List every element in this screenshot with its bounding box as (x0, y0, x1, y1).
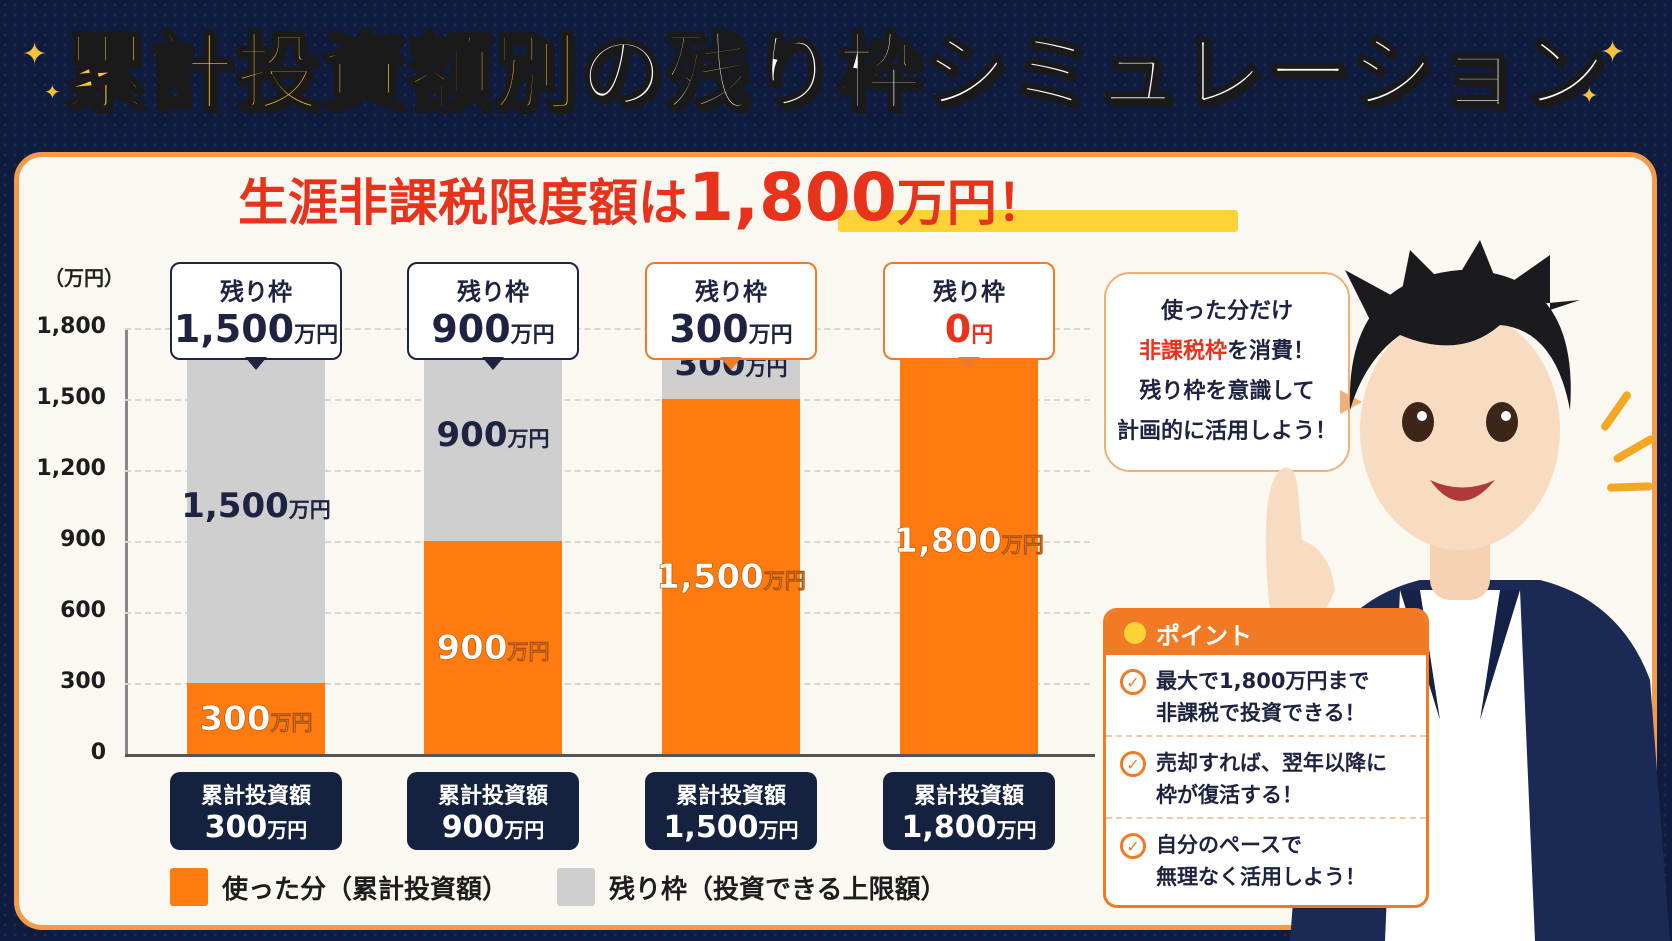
legend-label-used: 使った分（累計投資額） (222, 874, 509, 905)
gridline (125, 612, 1090, 614)
point-item: ✓ 売却すれば、翌年以降に 枠が復活する！ (1106, 737, 1426, 819)
check-icon: ✓ (1120, 751, 1146, 777)
bar-label-remaining: 1,500万円 (181, 485, 331, 526)
remaining-callout: 残り枠 900万円 (407, 262, 579, 360)
sparkle-icon: ✦ (1600, 35, 1626, 70)
speech-line-1: 使った分だけ (1160, 299, 1293, 324)
remaining-callout: 残り枠 0円 (883, 262, 1055, 360)
headline-highlight (838, 210, 1238, 232)
points-header-label: ポイント (1156, 621, 1252, 650)
remaining-callout: 残り枠 1,500万円 (170, 262, 342, 360)
burst-line (1606, 482, 1654, 492)
y-tick-label: 600 (60, 598, 106, 623)
headline: 生涯非課税限度額は1,800万円！ (238, 158, 1047, 238)
page-title: 累計投資額別の残り枠シミュレーション (0, 18, 1672, 128)
callout-value: 300万円 (669, 307, 793, 351)
sparkle-icon: ✦ (44, 80, 61, 104)
point-line-1: 最大で1,800万円まで (1156, 669, 1370, 693)
speech-line-2: 非課税枠を消費！ (1106, 332, 1348, 372)
points-header: ポイント (1106, 611, 1426, 655)
x-category-label: 累計投資額 1,500万円 (645, 772, 817, 850)
callout-tail (245, 357, 267, 370)
legend-item-used: 使った分（累計投資額） (170, 868, 508, 906)
category-value: 1,500万円 (663, 810, 799, 845)
headline-amount: 1,800 (688, 159, 897, 236)
point-line-2: 無理なく活用しよう！ (1156, 865, 1366, 889)
category-title: 累計投資額 (675, 784, 786, 809)
headline-suffix: 万円！ (896, 174, 1047, 232)
speech-line-2-rest: を消費！ (1227, 339, 1316, 364)
gridline (125, 470, 1090, 472)
title-accent: 累計投資額別 (62, 23, 580, 124)
bar-label-used: 900万円 (436, 627, 550, 668)
sparkle-icon: ✦ (1580, 84, 1599, 109)
legend-swatch-remaining (557, 868, 595, 906)
bar-label-used: 300万円 (199, 698, 313, 739)
category-title: 累計投資額 (437, 784, 548, 809)
point-line-1: 自分のペースで (1156, 833, 1302, 857)
sparkle-icon: ✦ (22, 37, 48, 72)
y-tick-label: 900 (60, 527, 106, 552)
point-text: 売却すれば、翌年以降に 枠が復活する！ (1156, 747, 1387, 809)
callout-value: 0円 (944, 307, 994, 351)
bar-segment-used: 300万円 (187, 683, 325, 754)
y-tick-label: 300 (60, 669, 106, 694)
point-item: ✓ 自分のペースで 無理なく活用しよう！ (1106, 819, 1426, 901)
gridline (125, 328, 1090, 330)
bar-label-remaining: 900万円 (436, 414, 550, 455)
speech-highlight: 非課税枠 (1138, 339, 1227, 364)
point-line-1: 売却すれば、翌年以降に (1156, 751, 1387, 775)
bar-label-used: 1,800万円 (894, 521, 1044, 562)
callout-title: 残り枠 (457, 278, 529, 306)
callout-tail (958, 357, 980, 370)
x-axis-line (125, 754, 1095, 757)
point-item: ✓ 最大で1,800万円まで 非課税で投資できる！ (1106, 655, 1426, 737)
speech-line-4: 計画的に活用しよう！ (1116, 419, 1337, 444)
category-title: 累計投資額 (913, 784, 1024, 809)
headline-prefix: 生涯非課税限度額は (238, 174, 688, 232)
category-value: 1,800万円 (901, 810, 1037, 845)
y-tick-label: 1,200 (36, 456, 106, 481)
gridline (125, 683, 1090, 685)
y-tick-label: 1,800 (36, 314, 106, 339)
legend-label-remaining: 残り枠（投資できる上限額） (609, 874, 947, 905)
speech-line-3: 残り枠を意識して (1139, 379, 1315, 404)
bar-segment-used: 1,800万円 (894, 328, 1044, 754)
category-title: 累計投資額 (200, 784, 311, 809)
x-category-label: 累計投資額 900万円 (407, 772, 579, 850)
callout-tail (482, 357, 504, 370)
point-line-2: 枠が復活する！ (1156, 783, 1303, 807)
check-icon: ✓ (1120, 833, 1146, 859)
gridline (125, 541, 1090, 543)
point-line-2: 非課税で投資できる！ (1156, 701, 1366, 725)
callout-value: 900万円 (431, 307, 555, 351)
y-axis-unit-label: （万円） (44, 266, 124, 290)
callout-value: 1,500万円 (173, 307, 339, 351)
x-category-label: 累計投資額 300万円 (170, 772, 342, 850)
category-value: 300万円 (204, 810, 308, 845)
legend-swatch-used (170, 868, 208, 906)
legend-item-remaining: 残り枠（投資できる上限額） (557, 868, 946, 906)
points-card: ポイント ✓ 最大で1,800万円まで 非課税で投資できる！ ✓ 売却すれば、翌… (1103, 608, 1429, 908)
point-text: 自分のペースで 無理なく活用しよう！ (1156, 829, 1366, 893)
y-tick-label: 1,500 (36, 385, 106, 410)
title-rest: の残り枠シミュレーション (578, 23, 1609, 124)
y-tick-label: 0 (90, 740, 106, 765)
bar-segment-used: 1,500万円 (656, 399, 806, 754)
bar-label-used: 1,500万円 (656, 556, 806, 597)
callout-title: 残り枠 (695, 278, 767, 306)
speech-bubble: 使った分だけ 非課税枠を消費！ 残り枠を意識して 計画的に活用しよう！ (1104, 272, 1350, 472)
callout-tail (720, 357, 742, 370)
gridline (125, 399, 1090, 401)
bar-segment-used: 900万円 (424, 541, 562, 754)
x-category-label: 累計投資額 1,800万円 (883, 772, 1055, 850)
check-icon: ✓ (1120, 669, 1146, 695)
callout-title: 残り枠 (220, 278, 292, 306)
remaining-callout: 残り枠 300万円 (645, 262, 817, 360)
bar-segment-remaining: 1,500万円 (181, 328, 331, 683)
lightbulb-icon (1124, 622, 1146, 644)
callout-title: 残り枠 (933, 278, 1005, 306)
category-value: 900万円 (441, 810, 545, 845)
point-text: 最大で1,800万円まで 非課税で投資できる！ (1156, 665, 1369, 727)
